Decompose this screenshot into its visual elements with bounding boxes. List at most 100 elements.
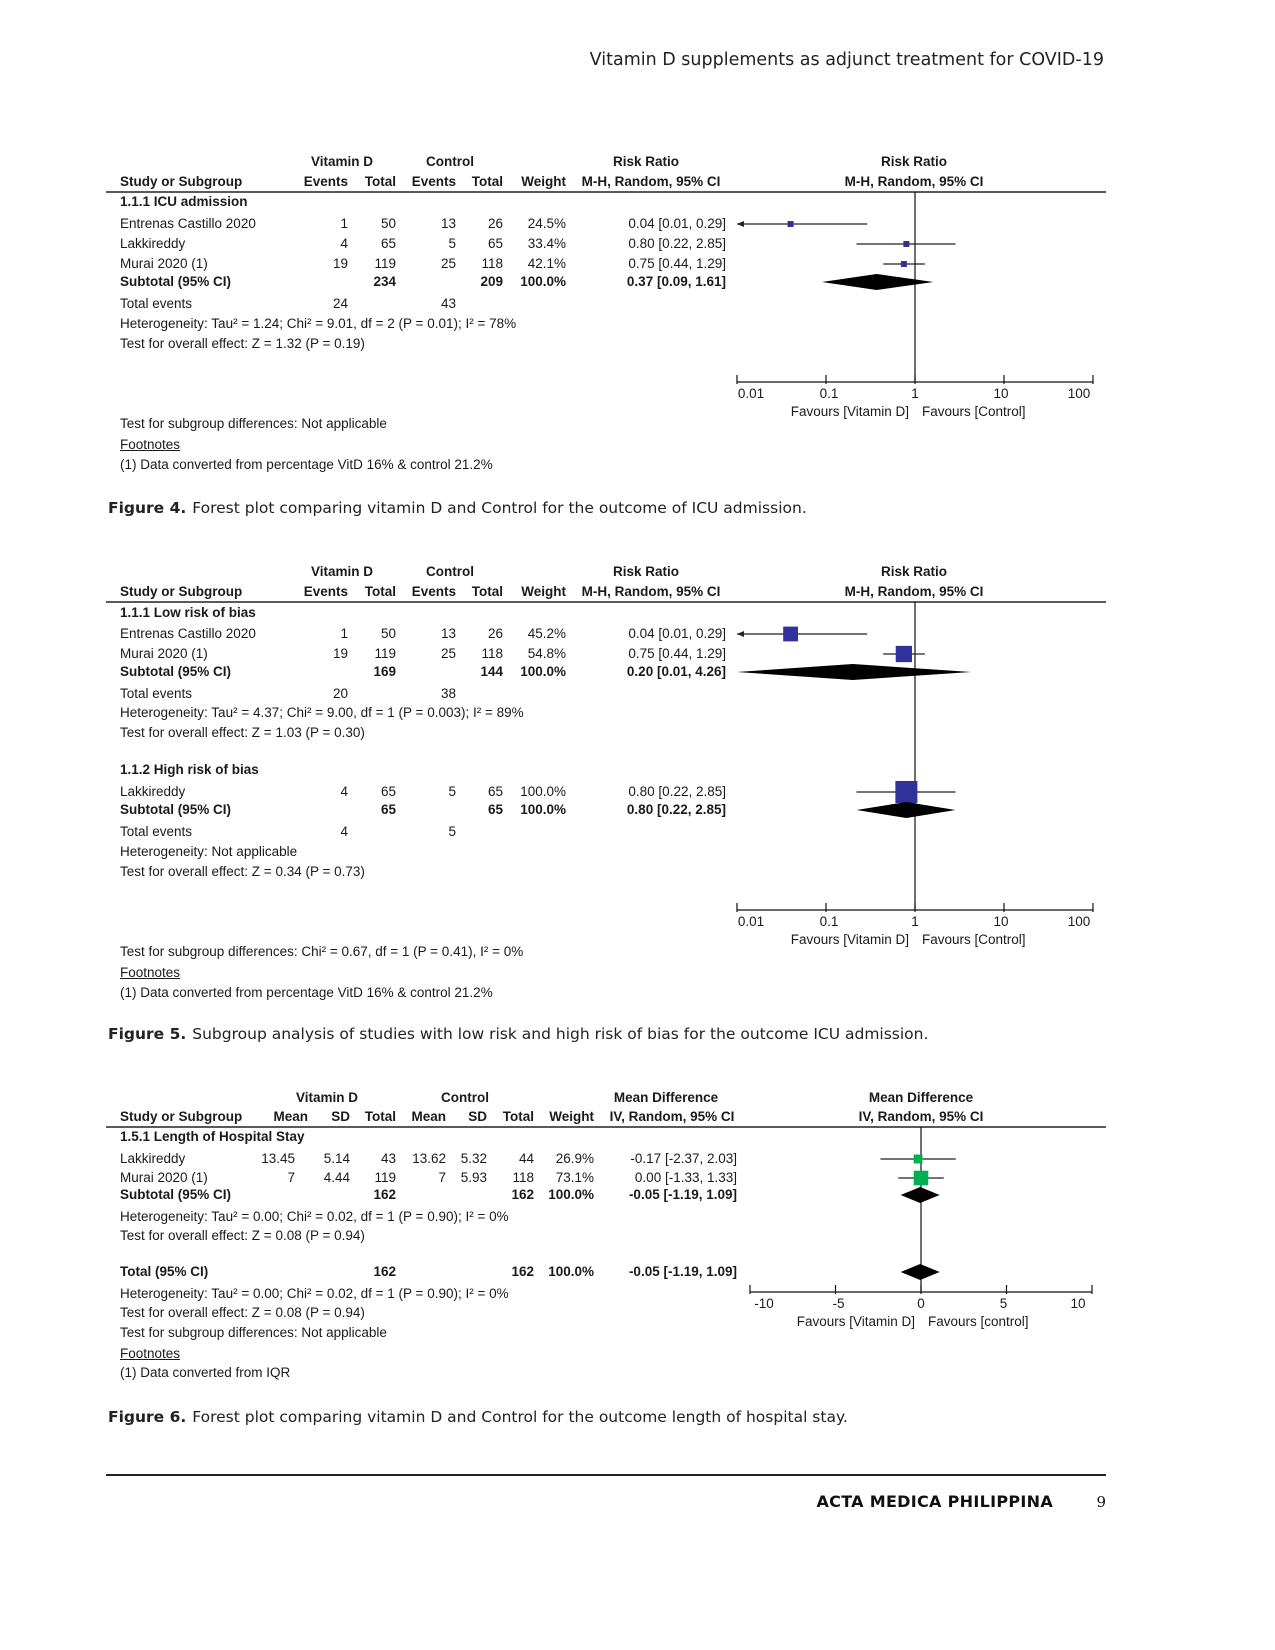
cell-value: 209 xyxy=(480,274,503,289)
axis-tick-label: 0.1 xyxy=(819,914,839,929)
cell-value: 25 xyxy=(440,256,456,271)
footnotes-link[interactable]: Footnotes xyxy=(120,437,181,452)
cell-value: 144 xyxy=(480,664,503,679)
cell-value: 65 xyxy=(380,236,396,251)
cell-value: 13 xyxy=(440,626,456,641)
note-label: Test for overall effect: Z = 1.03 (P = 0… xyxy=(120,725,365,740)
column-header: Total xyxy=(364,1109,396,1124)
cell-value: 45.2% xyxy=(527,626,566,641)
subtotal-label: Total (95% CI) xyxy=(120,1264,209,1279)
cell-value: 7 xyxy=(287,1170,295,1185)
column-group-header: Risk Ratio xyxy=(612,154,680,169)
study-effect-square xyxy=(895,781,918,803)
cell-value: 100.0% xyxy=(548,1264,594,1279)
cell-value: 65 xyxy=(380,802,396,817)
footnotes-link[interactable]: Footnotes xyxy=(120,1346,181,1361)
figure-label: Figure 4. xyxy=(108,499,187,517)
column-header: Events xyxy=(303,584,348,599)
note-label: Heterogeneity: Tau² = 0.00; Chi² = 0.02,… xyxy=(120,1209,509,1224)
cell-value: 1 xyxy=(340,216,348,231)
pooled-effect-diamond xyxy=(900,1187,940,1203)
favours-left-label: Favours [Vitamin D] xyxy=(790,404,909,419)
cell-value: 43 xyxy=(440,296,456,311)
running-header: Vitamin D supplements as adjunct treatme… xyxy=(589,50,1104,70)
subtotal-label: Subtotal (95% CI) xyxy=(120,664,232,679)
axis-tick-label: 5 xyxy=(999,1296,1008,1311)
pooled-effect-diamond xyxy=(737,664,972,680)
column-header: Mean xyxy=(273,1109,308,1124)
column-header: Total xyxy=(364,174,396,189)
axis-tick-label: 10 xyxy=(993,386,1009,401)
column-group-header: Vitamin D xyxy=(295,1090,359,1105)
cell-value: 0.80 [0.22, 2.85] xyxy=(628,236,726,251)
cell-value: 100.0% xyxy=(520,784,566,799)
study-effect-square xyxy=(913,1170,929,1186)
column-group-header: Control xyxy=(426,154,474,169)
cell-value: 24 xyxy=(332,296,348,311)
axis-tick-label: 0.01 xyxy=(737,386,765,401)
column-group-header: Control xyxy=(426,564,474,579)
cell-value: 0.80 [0.22, 2.85] xyxy=(628,784,726,799)
column-header: Total xyxy=(502,1109,534,1124)
cell-value: 0.75 [0.44, 1.29] xyxy=(628,646,726,661)
study-name: Lakkireddy xyxy=(120,1151,186,1166)
column-header: Study or Subgroup xyxy=(120,1109,243,1124)
cell-value: 24.5% xyxy=(527,216,566,231)
cell-value: 13.45 xyxy=(261,1151,295,1166)
events-label: Total events xyxy=(120,686,193,701)
heading-label: 1.1.2 High risk of bias xyxy=(120,762,259,777)
cell-value: 4 xyxy=(340,236,348,251)
note-label: Test for overall effect: Z = 0.34 (P = 0… xyxy=(120,864,365,879)
column-header: M-H, Random, 95% CI xyxy=(844,584,984,599)
heading-label: 1.5.1 Length of Hospital Stay xyxy=(120,1129,305,1144)
column-group-header: Risk Ratio xyxy=(612,564,680,579)
axis-tick-label: 1 xyxy=(911,914,919,929)
cell-value: 0.04 [0.01, 0.29] xyxy=(628,626,726,641)
column-header: Weight xyxy=(549,1109,594,1124)
study-effect-square xyxy=(903,241,910,247)
cell-value: 19 xyxy=(332,646,348,661)
column-group-header: Vitamin D xyxy=(310,564,374,579)
caption-text: Subgroup analysis of studies with low ri… xyxy=(192,1025,929,1043)
cell-value: 65 xyxy=(487,802,503,817)
events-label: Total events xyxy=(120,296,193,311)
axis-tick-label: 0.1 xyxy=(819,386,839,401)
note-label: Heterogeneity: Tau² = 1.24; Chi² = 9.01,… xyxy=(120,316,517,331)
cell-value: 100.0% xyxy=(520,664,566,679)
cell-value: 73.1% xyxy=(555,1170,594,1185)
cell-value: 0.04 [0.01, 0.29] xyxy=(628,216,726,231)
cell-value: 65 xyxy=(380,784,396,799)
cell-value: 162 xyxy=(511,1187,534,1202)
axis-tick-label: 1 xyxy=(911,386,919,401)
study-name: Entrenas Castillo 2020 xyxy=(120,626,256,641)
study-effect-square xyxy=(913,1154,923,1164)
note-label: Heterogeneity: Tau² = 4.37; Chi² = 9.00,… xyxy=(120,705,524,720)
column-header: Study or Subgroup xyxy=(120,174,243,189)
study-effect-square xyxy=(787,221,794,227)
cell-value: 162 xyxy=(373,1264,396,1279)
axis-tick-label: 100 xyxy=(1067,386,1091,401)
cell-value: -0.17 [-2.37, 2.03] xyxy=(630,1151,737,1166)
page-number: 9 xyxy=(1096,1493,1106,1511)
cell-value: 100.0% xyxy=(548,1187,594,1202)
footnotes-link[interactable]: Footnotes xyxy=(120,965,181,980)
cell-value: 162 xyxy=(373,1187,396,1202)
footnote-text: (1) Data converted from percentage VitD … xyxy=(120,985,493,1000)
cell-value: 43 xyxy=(380,1151,396,1166)
cell-value: 26.9% xyxy=(555,1151,594,1166)
figure-label: Figure 6. xyxy=(108,1408,187,1426)
study-name: Lakkireddy xyxy=(120,236,186,251)
subgroup-test-text: Test for subgroup differences: Chi² = 0.… xyxy=(120,944,524,959)
cell-value: 5.14 xyxy=(323,1151,350,1166)
cell-value: 25 xyxy=(440,646,456,661)
note-label: Test for overall effect: Z = 0.08 (P = 0… xyxy=(120,1305,365,1320)
cell-value: 5 xyxy=(448,824,456,839)
cell-value: 169 xyxy=(373,664,396,679)
cell-value: 5 xyxy=(448,236,456,251)
cell-value: 119 xyxy=(374,646,396,661)
cell-value: 65 xyxy=(487,236,503,251)
cell-value: 65 xyxy=(487,784,503,799)
